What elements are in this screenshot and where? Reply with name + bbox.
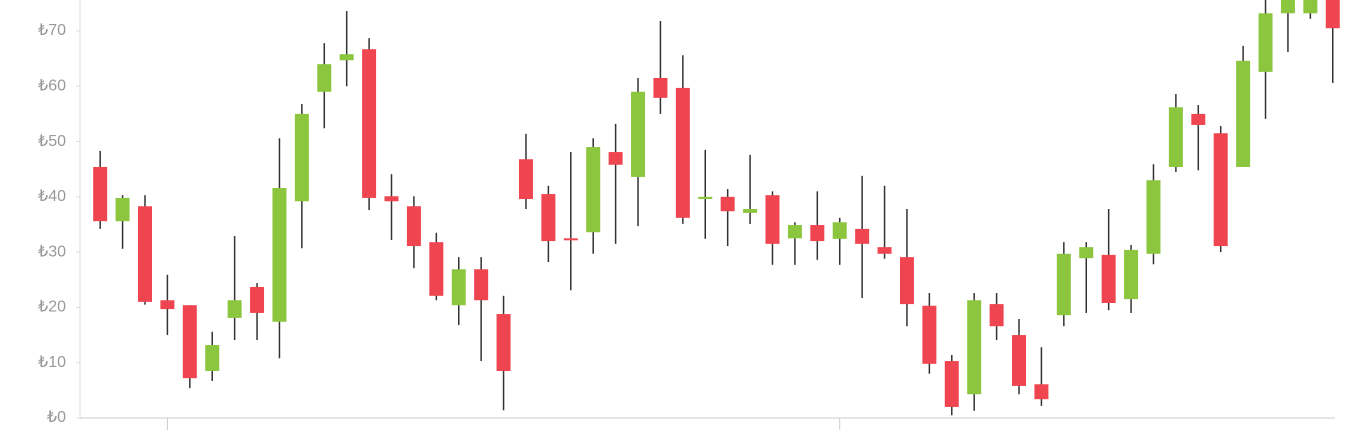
candle-body	[698, 196, 713, 200]
candle-body	[93, 166, 108, 222]
candle-body	[787, 225, 802, 239]
y-tick-label: ₺10	[38, 354, 66, 371]
y-tick-label: ₺60	[38, 77, 66, 94]
candle-body	[541, 194, 556, 242]
candle-body	[1258, 13, 1273, 72]
candle-body	[1236, 60, 1251, 167]
candle-body	[1012, 335, 1027, 386]
candle-body	[1124, 249, 1139, 300]
candle-body	[1191, 113, 1206, 125]
candle-body	[720, 196, 735, 212]
y-tick-label: ₺30	[38, 243, 66, 260]
candle-body	[272, 187, 287, 322]
candle-body	[496, 314, 511, 372]
candle-body	[1303, 0, 1318, 14]
candle-body	[675, 87, 690, 218]
candle-body	[406, 206, 421, 247]
candle-body	[1034, 384, 1049, 400]
candle-body	[967, 300, 982, 395]
candle-body	[832, 222, 847, 239]
candle-body	[160, 300, 175, 310]
candle-body	[563, 238, 578, 241]
candle-body	[429, 242, 444, 296]
candle-body	[294, 113, 309, 202]
candle-body	[922, 305, 937, 364]
candle-body	[1079, 247, 1094, 259]
candle-body	[944, 361, 959, 407]
candle-body	[182, 305, 197, 379]
candle-body	[1325, 0, 1340, 29]
candle-body	[653, 77, 668, 98]
candle-body	[989, 304, 1004, 327]
candle-body	[877, 247, 892, 254]
candle-body	[631, 91, 646, 177]
candle-body	[1056, 253, 1071, 316]
candle-body	[317, 64, 332, 92]
candles	[93, 0, 1340, 416]
candle-body	[518, 159, 533, 200]
candle-body	[474, 269, 489, 301]
candle-body	[339, 54, 354, 61]
candle-body	[1168, 107, 1183, 167]
candle-body	[743, 209, 758, 213]
y-tick-label: ₺40	[38, 188, 66, 205]
candle-body	[451, 269, 466, 306]
candle-body	[205, 345, 220, 372]
y-tick-label: ₺70	[38, 22, 66, 39]
candle-body	[250, 286, 265, 313]
candle-body	[1213, 133, 1228, 247]
candle-body	[227, 300, 242, 318]
candle-body	[810, 225, 825, 242]
candle-body	[384, 196, 399, 202]
candle-body	[362, 49, 377, 198]
candle-body	[137, 206, 152, 302]
y-tick-label: ₺20	[38, 299, 66, 316]
candle-body	[608, 152, 623, 165]
candle-body	[855, 228, 870, 244]
candle-body	[1101, 254, 1116, 303]
y-tick-label: ₺0	[47, 409, 66, 426]
candle-body	[586, 147, 601, 233]
candle-body	[899, 257, 914, 305]
candle-body	[765, 195, 780, 244]
candle-body	[1280, 0, 1295, 14]
candle-body	[1146, 180, 1161, 254]
candle-body	[115, 197, 130, 222]
y-tick-label: ₺50	[38, 133, 66, 150]
